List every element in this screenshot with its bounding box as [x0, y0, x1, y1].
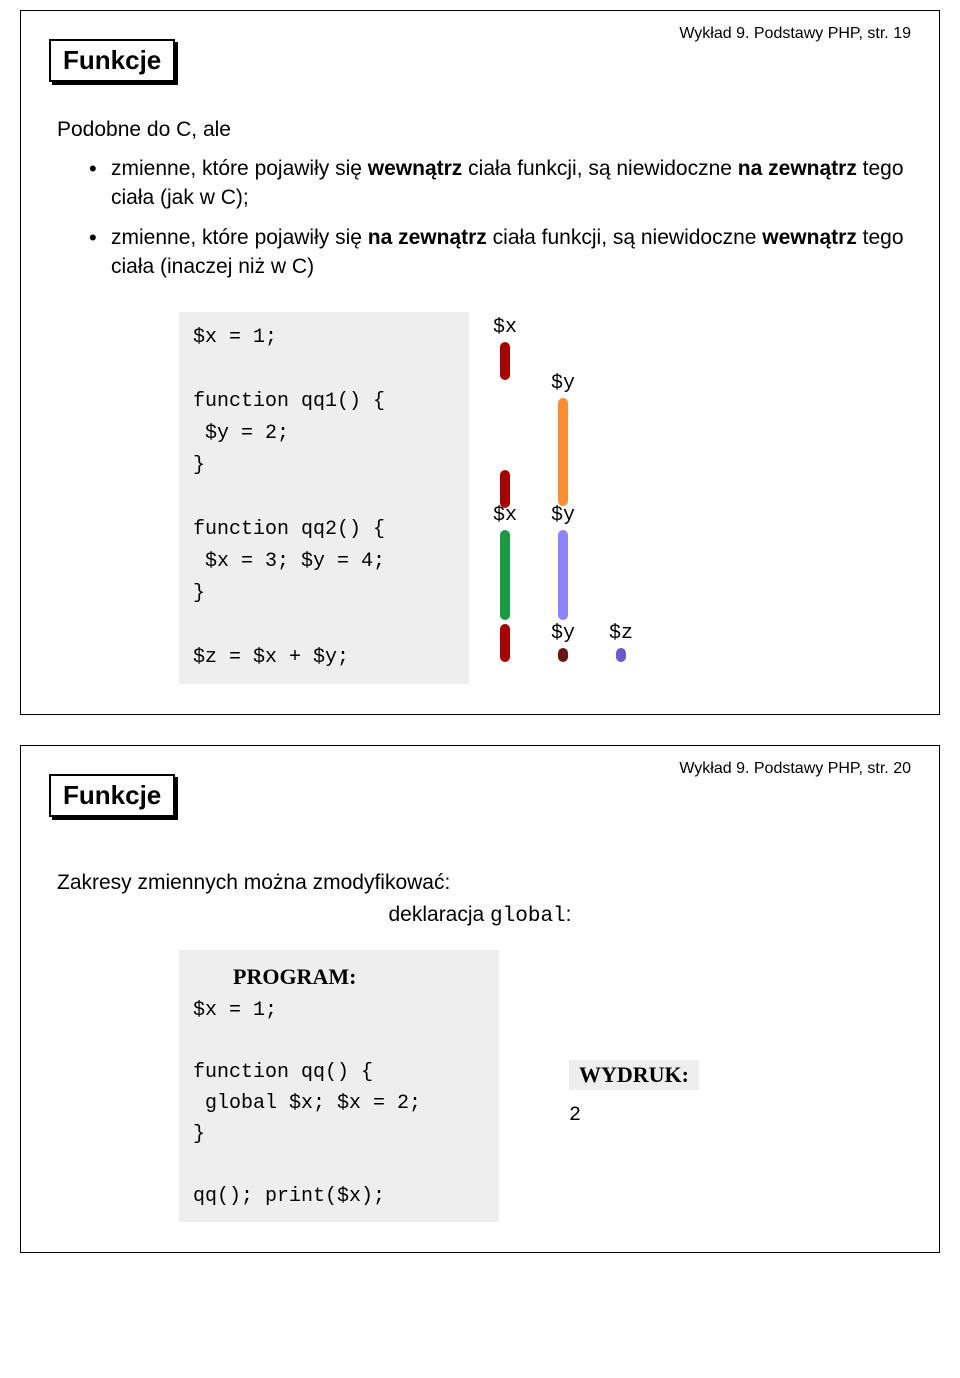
- bold-text: na zewnątrz: [368, 226, 487, 249]
- slide-19: Wykład 9. Podstawy PHP, str. 19 Funkcje …: [20, 10, 940, 715]
- code-block: $x = 1; function qq1() { $y = 2; } funct…: [179, 312, 469, 684]
- bar-x-outer-3: [500, 624, 510, 662]
- program-code: $x = 1; function qq() { global $x; $x = …: [193, 999, 421, 1208]
- var-label-z: $z: [595, 622, 647, 645]
- slide-header: Wykład 9. Podstawy PHP, str. 20: [679, 760, 911, 778]
- bold-text: na zewnątrz: [738, 157, 857, 180]
- program-title: PROGRAM:: [193, 964, 356, 989]
- intro-line: Zakresy zmiennych można zmodyfikować:: [57, 871, 911, 895]
- var-label-y2: $y: [537, 504, 589, 527]
- text: :: [566, 903, 572, 926]
- text: ciała funkcji, są niewidoczne: [487, 226, 762, 249]
- text: zmienne, które pojawiły się: [111, 157, 368, 180]
- slide-20: Wykład 9. Podstawy PHP, str. 20 Funkcje …: [20, 745, 940, 1253]
- bar-y-last: [558, 648, 568, 662]
- slide-title: Funkcje: [49, 39, 175, 82]
- output-title: WYDRUK:: [569, 1060, 699, 1090]
- bold-text: wewnątrz: [368, 157, 463, 180]
- bullet-item: zmienne, które pojawiły się na zewnątrz …: [89, 223, 911, 282]
- bar-x-outer-1: [500, 342, 510, 380]
- code-word: global: [490, 905, 566, 928]
- var-label-x2: $x: [479, 504, 531, 527]
- scope-diagram: $x $x $y $y $y $z: [479, 312, 739, 684]
- text: deklaracja: [388, 903, 490, 926]
- var-label-x: $x: [479, 316, 531, 339]
- global-decl-line: deklaracja global:: [49, 903, 911, 928]
- text: zmienne, które pojawiły się: [111, 226, 368, 249]
- bold-text: wewnątrz: [762, 226, 857, 249]
- text: ciała funkcji, są niewidoczne: [462, 157, 737, 180]
- bar-z: [616, 648, 626, 662]
- bullet-item: zmienne, które pojawiły się wewnątrz cia…: [89, 154, 911, 213]
- slide-header: Wykład 9. Podstawy PHP, str. 19: [679, 25, 911, 43]
- bullet-list: zmienne, które pojawiły się wewnątrz cia…: [89, 154, 911, 282]
- intro-text: Podobne do C, ale: [57, 118, 911, 142]
- code-diagram-row: $x = 1; function qq1() { $y = 2; } funct…: [179, 312, 911, 684]
- bar-x-outer-2: [500, 470, 510, 508]
- bar-x-qq2: [500, 530, 510, 620]
- program-block: PROGRAM: $x = 1; function qq() { global …: [179, 950, 499, 1222]
- output-col: WYDRUK: 2: [569, 1060, 699, 1222]
- bar-y-qq2: [558, 530, 568, 620]
- bar-y-qq1: [558, 398, 568, 506]
- var-label-y1: $y: [537, 372, 589, 395]
- var-label-y3: $y: [537, 622, 589, 645]
- program-output-row: PROGRAM: $x = 1; function qq() { global …: [179, 950, 911, 1222]
- program-col: PROGRAM: $x = 1; function qq() { global …: [179, 950, 499, 1222]
- output-value: 2: [569, 1104, 699, 1127]
- slide-title: Funkcje: [49, 774, 175, 817]
